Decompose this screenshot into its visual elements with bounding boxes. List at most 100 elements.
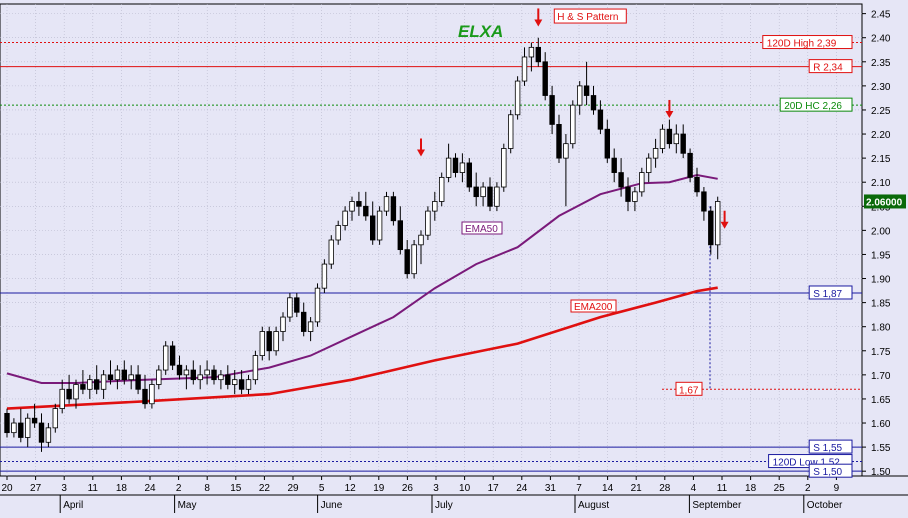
x-tick-label: 2 [176, 483, 182, 494]
x-tick-label: 9 [834, 483, 840, 494]
candle-body [521, 56, 528, 82]
candle-body [501, 148, 507, 188]
candle-body [611, 157, 617, 173]
candle-body [363, 205, 369, 217]
level-label-box [808, 59, 853, 74]
x-tick-label: 4 [691, 483, 697, 494]
x-tick-label: 31 [545, 483, 557, 494]
x-tick-label: 18 [116, 483, 128, 494]
level-label-box [808, 463, 853, 478]
pattern-arrow-head [417, 149, 425, 157]
candle-body [376, 210, 383, 241]
candle-body [128, 374, 134, 381]
candle-body [542, 61, 548, 96]
candle-body [73, 384, 79, 400]
candle-body [583, 85, 590, 96]
candle-body [349, 201, 355, 212]
candle-body [211, 369, 217, 381]
level-label: S 1,87 [813, 289, 842, 300]
candle-body [300, 311, 307, 332]
candle-body [156, 369, 162, 385]
candle-body [107, 374, 114, 381]
y-tick-label: 1.85 [871, 299, 891, 310]
candle-body [459, 162, 466, 173]
y-tick-label: 2.15 [871, 154, 891, 165]
x-tick-label: 28 [659, 483, 671, 494]
candle-body [652, 148, 659, 159]
candle-body [197, 374, 203, 381]
y-tick-label: 2.40 [871, 34, 891, 45]
level-label: S 1,55 [813, 443, 842, 454]
candle-body [452, 157, 459, 173]
candle-body [38, 422, 45, 443]
ema50-label: EMA50 [465, 224, 498, 235]
candle-body [356, 201, 362, 207]
candle-body [273, 331, 279, 352]
x-tick-label: 20 [1, 483, 13, 494]
annotation-text: H & S Pattern [557, 12, 618, 23]
annotation-box [553, 8, 627, 24]
month-label: May [178, 500, 197, 511]
candle-body [535, 46, 541, 63]
candle-body [294, 297, 300, 313]
candle-body [425, 210, 431, 236]
level-label: 20D HC 2,26 [784, 101, 842, 112]
ema200-label: EMA200 [574, 302, 613, 313]
candle-body [507, 114, 514, 149]
x-tick-label: 7 [576, 483, 582, 494]
candle-body [149, 384, 155, 405]
candle-body [314, 287, 321, 323]
candle-body [335, 225, 341, 241]
candle-body [701, 191, 707, 212]
candle-body [342, 210, 348, 226]
candle-body [52, 408, 58, 429]
x-tick-label: 26 [402, 483, 414, 494]
candle-body [231, 379, 238, 385]
candle-body [397, 220, 403, 251]
x-tick-label: 17 [488, 483, 500, 494]
candle-body [31, 417, 38, 424]
candle-body [24, 417, 31, 438]
x-tick-label: 10 [459, 483, 471, 494]
x-tick-label: 24 [144, 483, 156, 494]
x-tick-label: 22 [259, 483, 271, 494]
x-tick-label: 24 [516, 483, 528, 494]
candle-body [680, 133, 686, 154]
candle-body [411, 244, 417, 275]
level-label-box [779, 97, 853, 112]
candle-body [183, 369, 190, 376]
y-tick-label: 1.95 [871, 250, 891, 261]
y-tick-label: 1.50 [871, 467, 891, 478]
candle-body [445, 157, 452, 178]
pattern-arrow-head [534, 19, 543, 27]
x-tick-label: 11 [717, 483, 728, 494]
y-tick-label: 2.25 [871, 106, 891, 117]
candle-body [528, 46, 535, 58]
y-tick-label: 1.75 [871, 347, 891, 358]
pattern-arrow-head [720, 221, 729, 229]
candle-body [142, 388, 148, 405]
y-tick-label: 1.65 [871, 395, 891, 406]
candle-body [218, 374, 224, 381]
y-tick-label: 2.10 [871, 178, 891, 189]
x-tick-label: 19 [373, 483, 385, 494]
candle-body [238, 379, 245, 390]
level-label: R 2,34 [813, 63, 843, 74]
x-tick-label: 12 [345, 483, 357, 494]
y-tick-label: 1.90 [871, 275, 891, 286]
chart-title: ELXA [458, 22, 503, 41]
candle-body [549, 95, 555, 125]
last-price-label: 2.06000 [866, 197, 903, 208]
candle-body [383, 196, 390, 212]
candle-body [321, 263, 328, 289]
candle-body [87, 379, 93, 390]
candle-body [438, 176, 445, 202]
candle-body [666, 128, 673, 145]
y-tick-label: 1.70 [871, 371, 891, 382]
candle-body [259, 331, 265, 356]
y-tick-label: 2.30 [871, 82, 891, 93]
month-label: August [578, 500, 609, 511]
